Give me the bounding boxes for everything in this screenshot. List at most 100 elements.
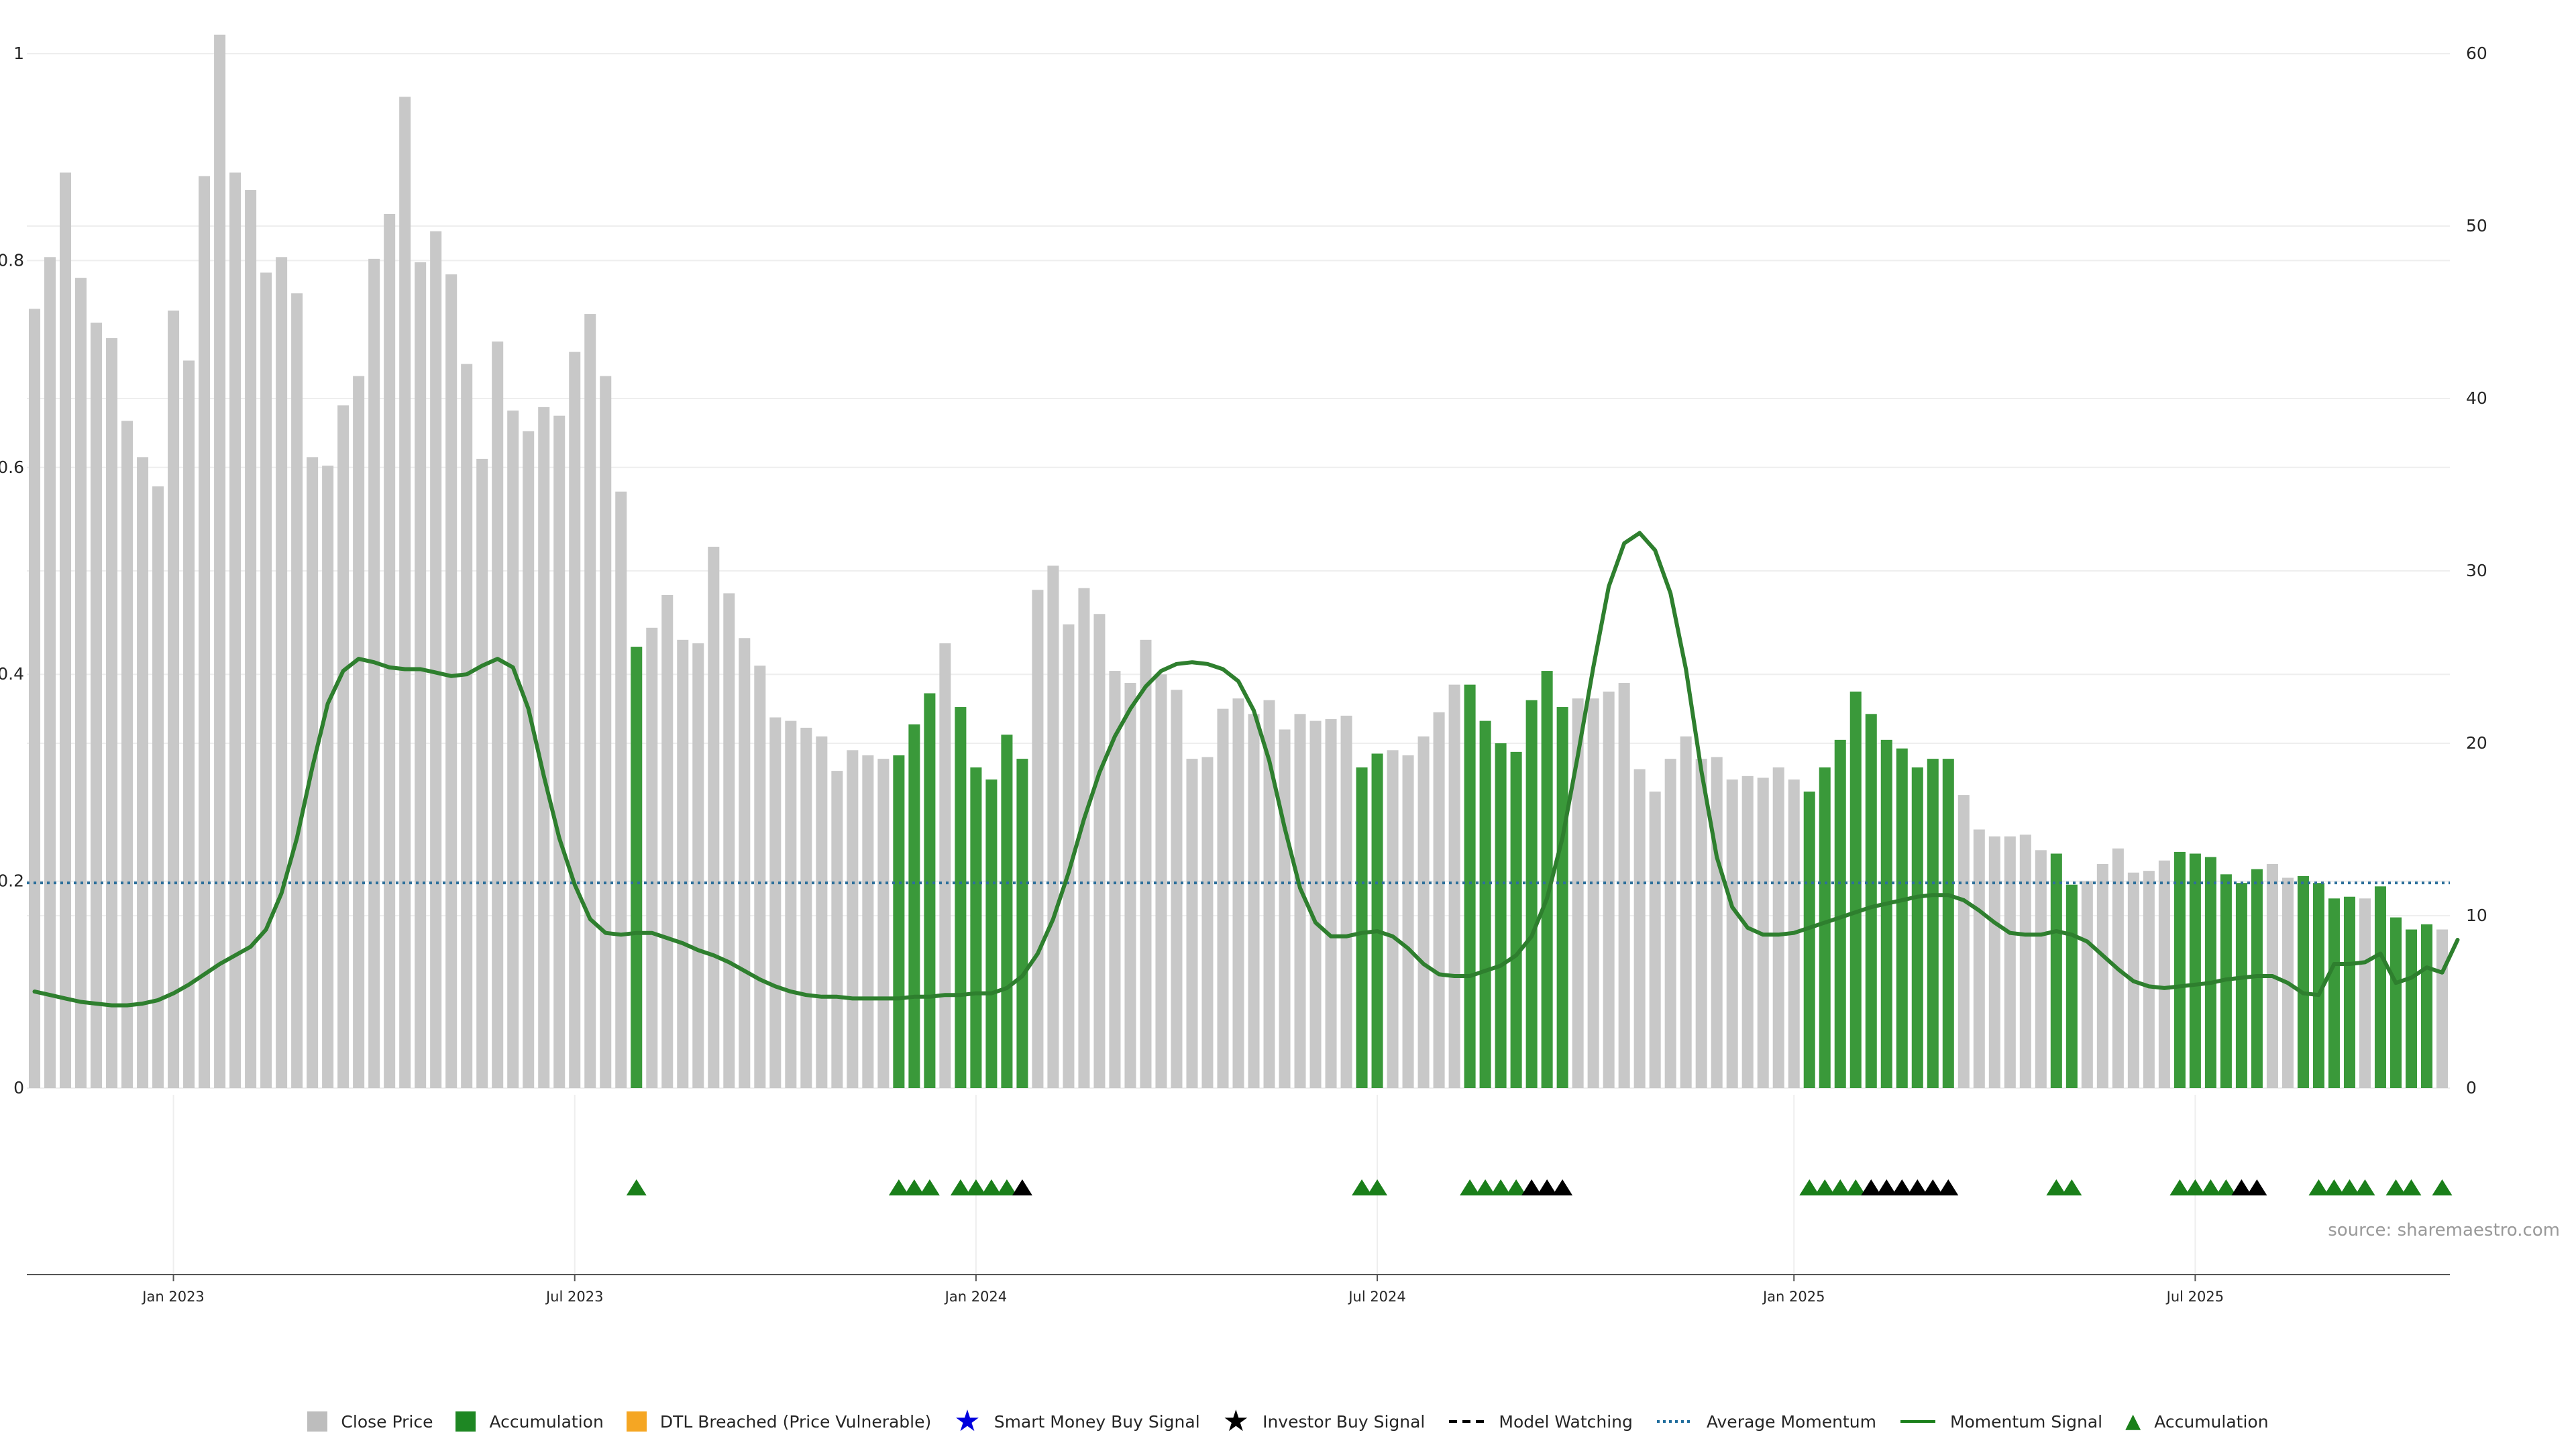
bar-129 xyxy=(2019,835,2031,1088)
bar-89 xyxy=(1402,755,1414,1088)
accumulation-marker xyxy=(919,1179,940,1195)
bar-38 xyxy=(615,491,627,1088)
bar-58 xyxy=(924,693,936,1088)
bar-14 xyxy=(245,190,257,1088)
star-icon: ★ xyxy=(954,1404,981,1438)
bar-55 xyxy=(877,759,890,1088)
right-tick-label: 30 xyxy=(2466,561,2487,580)
accumulation-marker xyxy=(2385,1179,2406,1195)
bar-2 xyxy=(60,172,72,1089)
bar-4 xyxy=(91,322,103,1088)
investor-marker xyxy=(1876,1179,1897,1195)
source-note: source: sharemaestro.com xyxy=(2328,1220,2560,1240)
right-tick-label: 10 xyxy=(2466,906,2487,925)
bar-52 xyxy=(831,771,843,1088)
bar-156 xyxy=(2436,929,2449,1088)
bar-85 xyxy=(1340,715,1352,1088)
bar-47 xyxy=(754,665,766,1088)
signal-markers-layer xyxy=(626,1179,2453,1195)
bar-91 xyxy=(1433,712,1445,1088)
bars-layer xyxy=(28,34,2449,1089)
legend-item: Model Watching xyxy=(1448,1411,1633,1432)
accumulation-marker xyxy=(1352,1179,1373,1195)
bar-148 xyxy=(2312,883,2324,1088)
legend-item: ★ Smart Money Buy Signal xyxy=(954,1404,1200,1438)
bar-48 xyxy=(769,717,782,1088)
bar-83 xyxy=(1309,720,1322,1088)
legend-item: Close Price xyxy=(307,1411,433,1432)
bar-26 xyxy=(430,231,442,1089)
x-tick-label: Jan 2024 xyxy=(944,1289,1008,1305)
investor-marker xyxy=(1012,1179,1032,1195)
accumulation-marker xyxy=(1815,1179,1835,1195)
bar-78 xyxy=(1232,698,1244,1088)
bar-7 xyxy=(137,457,149,1088)
legend-item: Momentum Signal xyxy=(1899,1411,2102,1432)
bar-118 xyxy=(1849,691,1862,1088)
bar-103 xyxy=(1618,683,1630,1088)
momentum-signal-layer xyxy=(32,531,2460,1008)
legend-label: Accumulation xyxy=(489,1411,604,1432)
bar-108 xyxy=(1695,759,1707,1088)
bar-64 xyxy=(1016,759,1028,1088)
bar-72 xyxy=(1140,639,1152,1088)
bar-140 xyxy=(2189,853,2201,1088)
bar-124 xyxy=(1942,759,1954,1088)
bar-153 xyxy=(2390,917,2402,1088)
bar-23 xyxy=(384,214,396,1088)
accumulation-marker xyxy=(965,1179,986,1195)
legend-label: DTL Breached (Price Vulnerable) xyxy=(659,1411,932,1432)
bar-9 xyxy=(168,310,180,1089)
bar-16 xyxy=(276,257,288,1088)
bar-88 xyxy=(1387,750,1399,1088)
legend-item: DTL Breached (Price Vulnerable) xyxy=(626,1411,932,1432)
bar-105 xyxy=(1649,791,1661,1088)
accumulation-marker xyxy=(2169,1179,2190,1195)
bar-106 xyxy=(1664,759,1676,1088)
bar-53 xyxy=(847,750,859,1088)
bar-119 xyxy=(1865,714,1877,1088)
bar-82 xyxy=(1294,714,1306,1088)
accumulation-marker xyxy=(1491,1179,1511,1195)
bar-6 xyxy=(121,421,133,1088)
legend-label: Smart Money Buy Signal xyxy=(994,1411,1200,1432)
investor-marker xyxy=(2231,1179,2252,1195)
legend-swatch xyxy=(626,1411,647,1432)
investor-marker xyxy=(1923,1179,1943,1195)
triangle-icon: ▲ xyxy=(2125,1409,2141,1433)
accumulation-marker xyxy=(1799,1179,1820,1195)
accumulation-marker xyxy=(1830,1179,1851,1195)
bar-104 xyxy=(1633,769,1646,1088)
bar-123 xyxy=(1927,759,1939,1088)
bar-42 xyxy=(677,639,689,1088)
bar-76 xyxy=(1201,757,1214,1088)
bar-60 xyxy=(955,707,967,1088)
left-tick-label: 0 xyxy=(13,1078,24,1097)
accumulation-marker xyxy=(2216,1179,2237,1195)
legend-label: Model Watching xyxy=(1499,1411,1633,1432)
bar-51 xyxy=(816,736,828,1088)
x-axis: Jan 2023 Jul 2023 Jan 2024 Jul 2024 Jan 2025… xyxy=(27,1274,2450,1305)
x-tick-label: Jan 2025 xyxy=(1762,1289,1825,1305)
bar-32 xyxy=(523,431,535,1088)
bar-61 xyxy=(970,767,982,1088)
investor-marker xyxy=(1938,1179,1959,1195)
bar-86 xyxy=(1356,767,1368,1088)
bar-134 xyxy=(2096,863,2108,1088)
bar-128 xyxy=(2004,836,2016,1088)
bar-8 xyxy=(152,486,164,1088)
right-tick-label: 50 xyxy=(2466,216,2487,235)
bar-29 xyxy=(476,458,488,1088)
bar-69 xyxy=(1093,614,1106,1088)
investor-marker xyxy=(1892,1179,1913,1195)
accumulation-marker xyxy=(2308,1179,2329,1195)
bar-37 xyxy=(600,376,612,1088)
bar-101 xyxy=(1587,698,1599,1088)
x-tick-label: Jan 2023 xyxy=(141,1289,205,1305)
bar-59 xyxy=(939,643,951,1088)
bar-92 xyxy=(1448,684,1460,1088)
bar-46 xyxy=(739,638,751,1088)
bar-68 xyxy=(1078,588,1090,1088)
bar-67 xyxy=(1063,624,1075,1088)
bar-79 xyxy=(1248,714,1260,1088)
